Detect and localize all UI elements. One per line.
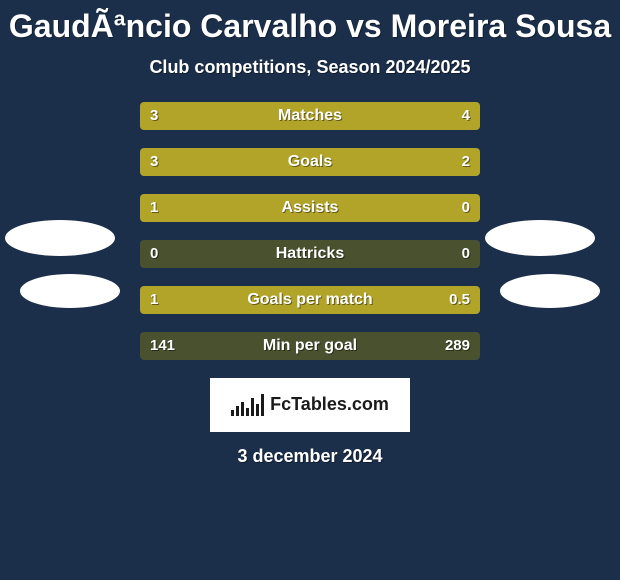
- stat-fill-left: [140, 148, 327, 176]
- stat-label: Hattricks: [140, 240, 480, 268]
- stat-value-left: 1: [150, 194, 158, 222]
- stat-value-right: 2: [462, 148, 470, 176]
- stat-fill-left: [140, 286, 351, 314]
- stat-row: 10.5Goals per match: [140, 286, 480, 314]
- stat-value-left: 1: [150, 286, 158, 314]
- chart-date: 3 december 2024: [0, 446, 620, 467]
- stat-rows: 34Matches32Goals10Assists00Hattricks10.5…: [140, 102, 480, 360]
- stat-value-right: 4: [462, 102, 470, 130]
- fctables-logo: FcTables.com: [210, 378, 410, 432]
- stat-row: 34Matches: [140, 102, 480, 130]
- stat-row: 141 289Min per goal: [140, 332, 480, 360]
- player-shape-left-1: [5, 220, 115, 256]
- comparison-chart: GaudÃªncio Carvalho vs Moreira Sousa Clu…: [0, 0, 620, 580]
- stat-fill-left: [140, 194, 405, 222]
- stat-row: 10Assists: [140, 194, 480, 222]
- stat-value-left: 3: [150, 102, 158, 130]
- stat-value-left: 141: [150, 332, 175, 360]
- stat-value-right: 289: [445, 332, 470, 360]
- player-shape-left-2: [20, 274, 120, 308]
- stat-fill-right: [276, 102, 480, 130]
- page-subtitle: Club competitions, Season 2024/2025: [0, 57, 620, 78]
- stat-value-right: 0.5: [449, 286, 470, 314]
- logo-bars-icon: [231, 394, 264, 416]
- page-title: GaudÃªncio Carvalho vs Moreira Sousa: [0, 0, 620, 45]
- player-shape-right-2: [500, 274, 600, 308]
- logo-text: FcTables.com: [270, 394, 389, 415]
- stat-row: 32Goals: [140, 148, 480, 176]
- stat-value-left: 3: [150, 148, 158, 176]
- stat-value-left: 0: [150, 240, 158, 268]
- stat-value-right: 0: [462, 240, 470, 268]
- stat-label: Min per goal: [140, 332, 480, 360]
- stat-row: 0 0Hattricks: [140, 240, 480, 268]
- player-shape-right-1: [485, 220, 595, 256]
- stat-fill-left: [140, 102, 276, 130]
- stat-value-right: 0: [462, 194, 470, 222]
- stat-fill-right: [327, 148, 480, 176]
- chart-area: 34Matches32Goals10Assists00Hattricks10.5…: [0, 102, 620, 360]
